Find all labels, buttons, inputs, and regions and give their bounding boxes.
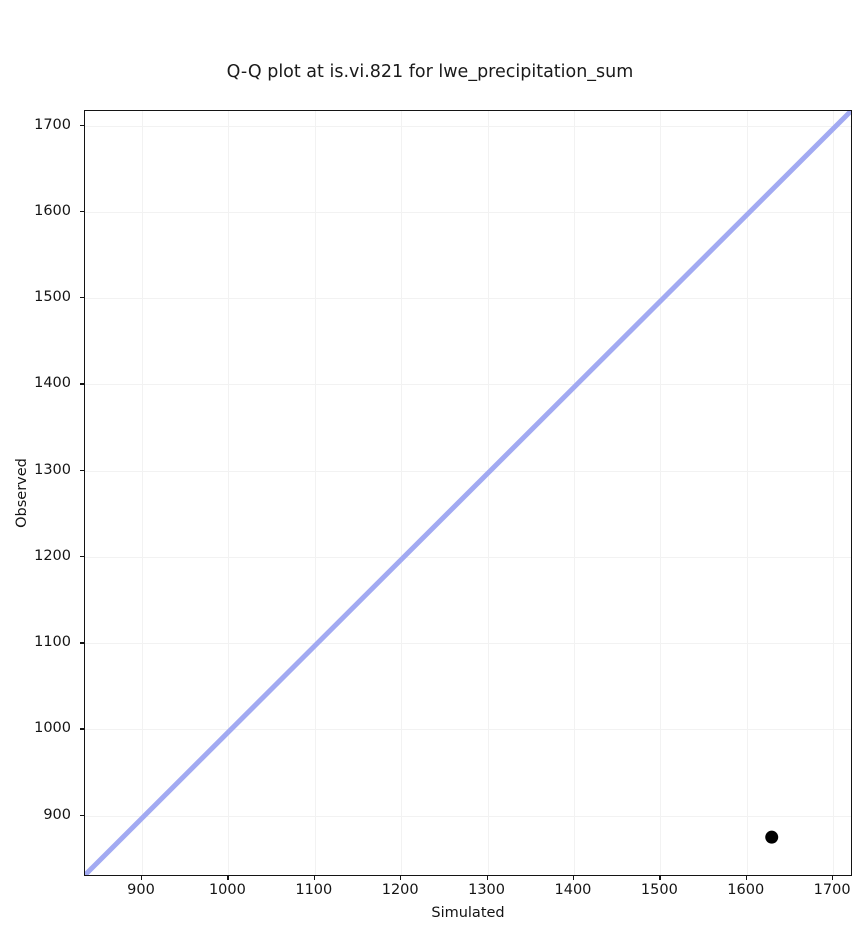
gridline-horizontal bbox=[85, 298, 851, 300]
x-tick-label: 1100 bbox=[295, 882, 333, 898]
gridline-horizontal bbox=[85, 556, 851, 558]
gridline-vertical bbox=[314, 111, 316, 875]
y-tick-label: 1500 bbox=[34, 289, 71, 306]
gridline-horizontal bbox=[85, 125, 851, 127]
y-tick-mark bbox=[80, 469, 84, 471]
y-tick-mark bbox=[80, 555, 84, 558]
y-tick-label: 1400 bbox=[34, 375, 71, 392]
x-tick-label: 1700 bbox=[813, 882, 851, 898]
y-tick-label: 1200 bbox=[34, 547, 71, 564]
y-tick-label: 1700 bbox=[34, 116, 71, 133]
gridline-horizontal bbox=[85, 815, 851, 817]
y-axis-label: Observed bbox=[14, 458, 30, 528]
gridline-vertical bbox=[573, 111, 575, 875]
gridline-horizontal bbox=[85, 729, 851, 731]
x-tick-label: 1200 bbox=[381, 882, 419, 898]
plot-canvas bbox=[85, 111, 851, 875]
data-point-group bbox=[765, 830, 779, 844]
gridline-horizontal bbox=[85, 211, 851, 213]
y-tick-mark bbox=[80, 210, 84, 213]
y-tick-label: 1600 bbox=[34, 202, 71, 219]
y-tick-label: 1300 bbox=[34, 461, 71, 478]
chart-title-line-1: Q-Q plot at is.vi.821 for lwe_precipitat… bbox=[226, 62, 634, 82]
x-tick-mark bbox=[572, 876, 575, 880]
y-tick-label: 1100 bbox=[34, 634, 71, 651]
x-tick-label: 900 bbox=[127, 882, 155, 898]
gridline-vertical bbox=[401, 111, 403, 875]
x-tick-label: 1400 bbox=[554, 882, 592, 898]
gridline-horizontal bbox=[85, 384, 851, 386]
y-tick-label: 900 bbox=[43, 806, 71, 823]
x-tick-mark bbox=[227, 876, 229, 880]
y-tick-label: 1000 bbox=[34, 720, 71, 737]
x-tick-mark bbox=[745, 876, 748, 880]
x-axis-label: Simulated bbox=[431, 905, 505, 921]
gridline-vertical bbox=[833, 111, 835, 875]
x-tick-mark bbox=[400, 876, 402, 880]
y-tick-mark bbox=[80, 383, 84, 385]
gridline-vertical bbox=[228, 111, 230, 875]
y-tick-mark bbox=[80, 124, 84, 126]
reference-line-group bbox=[85, 111, 851, 875]
data-point bbox=[765, 830, 779, 844]
y-tick-mark bbox=[80, 814, 84, 817]
gridline-horizontal bbox=[85, 643, 851, 645]
x-tick-label: 1600 bbox=[727, 882, 765, 898]
x-tick-label: 1300 bbox=[468, 882, 506, 898]
x-tick-mark bbox=[659, 876, 661, 880]
y-tick-mark bbox=[80, 728, 84, 730]
gridline-vertical bbox=[660, 111, 662, 875]
gridline-vertical bbox=[487, 111, 489, 875]
x-tick-mark bbox=[313, 876, 316, 880]
x-tick-mark bbox=[486, 876, 488, 880]
x-tick-label: 1500 bbox=[640, 882, 678, 898]
gridline-vertical bbox=[142, 111, 144, 875]
plot-area bbox=[84, 110, 852, 876]
x-tick-label: 1000 bbox=[208, 882, 246, 898]
x-tick-mark bbox=[141, 876, 143, 880]
y-tick-mark bbox=[80, 642, 84, 644]
x-tick-mark bbox=[832, 876, 834, 880]
y-tick-mark bbox=[80, 297, 84, 299]
gridline-horizontal bbox=[85, 470, 851, 472]
reference-line bbox=[85, 111, 851, 875]
gridline-vertical bbox=[746, 111, 748, 875]
